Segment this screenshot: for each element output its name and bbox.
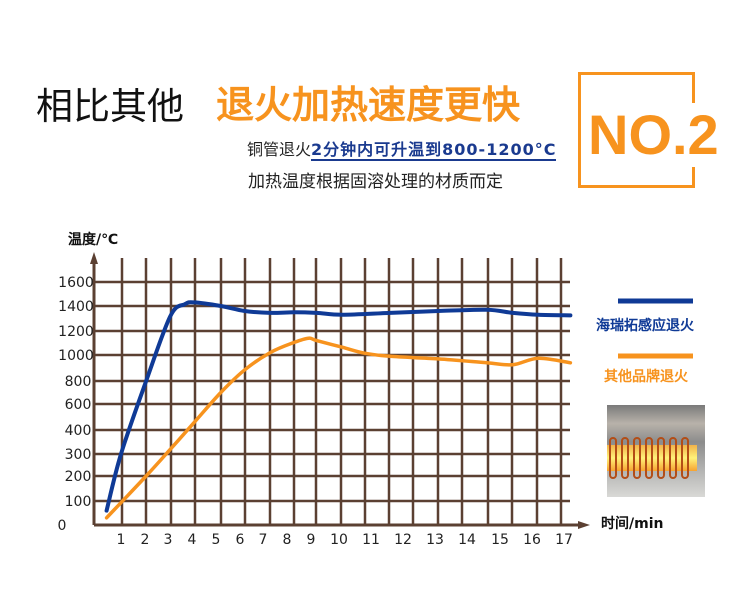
x-tick-label: 1 [117,532,126,548]
series-line-hairuituo [104,300,573,513]
x-tick-label: 16 [523,532,541,548]
y-tick-label: 300 [65,447,92,463]
coil-turn [657,437,665,479]
coil-turn [609,437,617,479]
y-tick-label: 800 [65,374,92,390]
y-tick-label: 600 [65,397,92,413]
series-lines [104,300,573,520]
y-tick-label: 0 [58,518,67,534]
chart-axes [90,252,590,529]
series-line-other-brands [104,336,573,520]
x-tick-label: 12 [394,532,412,548]
x-tick-label: 17 [555,532,573,548]
y-tick-label: 400 [65,423,92,439]
x-tick-label: 8 [283,532,292,548]
x-axis-label: 时间/min [601,515,663,532]
badge-text: NO.2 [586,103,721,167]
x-tick-label: 4 [188,532,197,548]
subtitle-highlight: 2分钟内可升温到800-1200°C [311,140,557,161]
y-axis-label: 温度/℃ [68,231,118,248]
x-tick-label: 6 [236,532,245,548]
x-tick-label: 15 [491,532,509,548]
x-tick-label: 10 [330,532,348,548]
y-tick-label: 1200 [58,324,94,340]
y-tick-label: 1000 [58,348,94,364]
y-axis-arrow [90,252,98,264]
x-tick-label: 9 [307,532,316,548]
coil-turn [645,437,653,479]
x-tick-label: 14 [458,532,476,548]
x-axis-arrow [578,521,590,529]
y-tick-label: 200 [65,469,92,485]
coil-turn [681,437,689,479]
y-tick-label: 100 [65,494,92,510]
x-tick-label: 7 [259,532,268,548]
y-tick-label: 1400 [58,299,94,315]
induction-coil-photo [607,405,705,497]
legend-label-orange: 其他品牌退火 [604,368,689,385]
subtitle-line-1: 铜管退火2分钟内可升温到800-1200°C [247,136,557,161]
x-tick-label: 11 [362,532,380,548]
x-tick-label: 13 [426,532,444,548]
y-tick-label: 1600 [58,275,94,291]
subtitle-prefix: 铜管退火 [247,140,312,159]
headline-highlight: 退火加热速度更快 [216,83,521,127]
x-tick-label: 3 [164,532,173,548]
coil-turn [621,437,629,479]
coil-turn [669,437,677,479]
legend-label-blue: 海瑞拓感应退火 [596,317,695,334]
subtitle-line-2: 加热温度根据固溶处理的材质而定 [248,172,503,192]
x-tick-label: 5 [212,532,221,548]
x-tick-label: 2 [141,532,150,548]
chart-grid [94,258,570,525]
headline-prefix: 相比其他 [36,85,184,128]
coil-turn [633,437,641,479]
